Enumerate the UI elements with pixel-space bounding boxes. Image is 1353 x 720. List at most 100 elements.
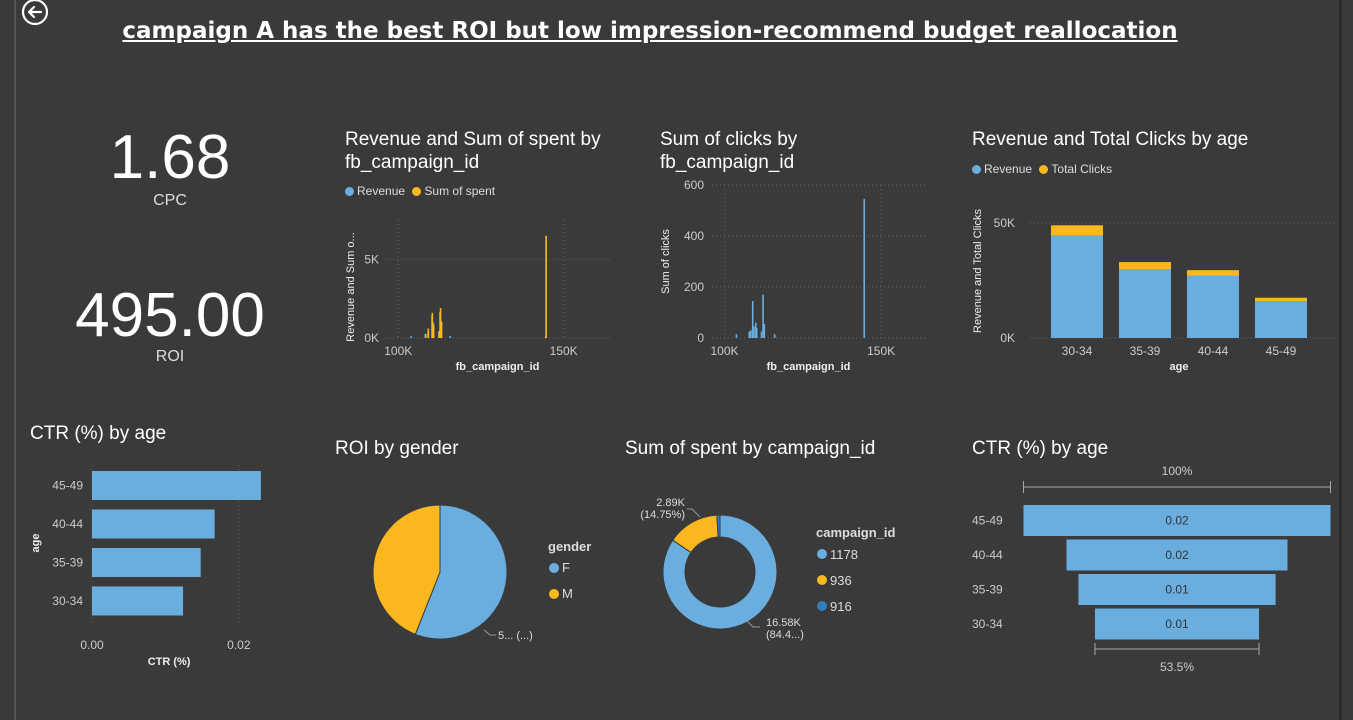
legend-dot bbox=[549, 589, 559, 599]
bar-spent bbox=[432, 324, 435, 338]
y-tick-label: 0K bbox=[1000, 331, 1015, 345]
x-axis-label: CTR (%) bbox=[148, 656, 191, 668]
legend-dot bbox=[817, 601, 827, 611]
legend-revenue-spent: Revenue Sum of spent bbox=[345, 184, 495, 198]
roi-label: ROI bbox=[155, 348, 185, 365]
funnel-top-bracket bbox=[1023, 481, 1331, 493]
bar-clicks bbox=[751, 301, 754, 338]
bar-clicks bbox=[748, 331, 751, 338]
pie-slice-f bbox=[414, 504, 508, 640]
x-tick-label: 45-49 bbox=[1266, 344, 1297, 358]
legend-label: 916 bbox=[830, 599, 852, 614]
back-arrow-icon[interactable] bbox=[20, 0, 50, 28]
legend-label-spent: Sum of spent bbox=[424, 184, 496, 198]
data-label-leader bbox=[746, 620, 760, 628]
bar-revenue bbox=[1255, 301, 1307, 338]
bar-revenue bbox=[410, 336, 412, 338]
bar-spent bbox=[427, 328, 430, 338]
legend-dot bbox=[817, 549, 827, 559]
x-tick-label: 150K bbox=[550, 344, 578, 358]
funnel-bottom-bracket bbox=[1094, 643, 1260, 655]
x-tick-label: 0.00 bbox=[80, 638, 104, 652]
funnel-value-label: 0.01 bbox=[1165, 617, 1189, 631]
bar-clicks bbox=[755, 322, 757, 338]
clicks-chart[interactable]: 0 200 400 600 100K 150K fb_campaign_id Sum of c… bbox=[650, 176, 940, 380]
y-tick-label: 200 bbox=[684, 280, 704, 294]
legend-label-revenue-age: Revenue bbox=[984, 162, 1033, 176]
legend-label: 936 bbox=[830, 573, 852, 588]
x-tick-label: 150K bbox=[867, 344, 895, 358]
y-tick-label: 30-34 bbox=[52, 594, 83, 608]
bar-total-clicks bbox=[1119, 262, 1171, 269]
dashboard-left-border bbox=[14, 0, 16, 720]
x-axis-label: age bbox=[1170, 361, 1189, 373]
dashboard-right-border bbox=[1339, 0, 1342, 720]
legend-label-total-clicks: Total Clicks bbox=[1051, 162, 1113, 176]
funnel-value-label: 0.02 bbox=[1165, 548, 1189, 562]
bar-revenue bbox=[1187, 275, 1239, 338]
y-tick-label: 40-44 bbox=[52, 517, 83, 531]
revenue-clicks-age-chart[interactable]: 0K 50K 30-34 35-39 40-44 45-49 age Revenue and … bbox=[965, 190, 1340, 380]
legend-label-revenue: Revenue bbox=[357, 184, 406, 198]
bar-total-clicks bbox=[1255, 297, 1307, 302]
legend-dot-spent bbox=[412, 187, 422, 196]
bar-spent bbox=[545, 235, 547, 338]
legend-label: 1178 bbox=[830, 547, 858, 562]
roi-gender-pie-chart[interactable]: 5... (...) gender FM bbox=[335, 490, 615, 660]
bar-clicks bbox=[760, 331, 763, 338]
x-axis-label: fb_campaign_id bbox=[456, 361, 540, 373]
legend-dot-revenue bbox=[345, 187, 354, 196]
data-label-leader bbox=[483, 629, 496, 636]
y-axis-label: Revenue and Sum o... bbox=[345, 232, 357, 341]
page-title: campaign A has the best ROI but low impr… bbox=[122, 18, 1178, 44]
bar-ctr bbox=[92, 548, 201, 577]
chart-title-revenue-clicks-age: Revenue and Total Clicks by age bbox=[972, 129, 1249, 150]
legend-title: campaign_id bbox=[816, 525, 896, 540]
donut-slice-1178 bbox=[662, 514, 778, 630]
chart-title-clicks: Sum of clicks by fb_campaign_id bbox=[660, 129, 798, 173]
funnel-bar bbox=[1094, 608, 1260, 640]
roi-value: 495.00 bbox=[75, 281, 265, 350]
funnel-bottom-pct: 53.5% bbox=[1160, 660, 1194, 674]
funnel-top-pct: 100% bbox=[1162, 464, 1193, 478]
funnel-value-label: 0.02 bbox=[1165, 514, 1189, 528]
ctr-funnel-chart[interactable]: 100% 0.02 45-49 0.02 40-44 0.01 35-39 0.01 30-34… bbox=[965, 460, 1340, 685]
chart-title-revenue-spent: Revenue and Sum of spent by fb_campaign_… bbox=[345, 129, 601, 173]
bar-clicks bbox=[762, 294, 764, 338]
x-tick-label: 30-34 bbox=[1062, 344, 1093, 358]
x-tick-label: 100K bbox=[384, 344, 412, 358]
revenue-spent-chart[interactable]: 0K 5K 100K 150K fb_campaign_id Revenue and Su… bbox=[330, 200, 630, 380]
x-tick-label: 0.02 bbox=[227, 638, 251, 652]
data-label: 5... (...) bbox=[498, 630, 533, 642]
bar-clicks bbox=[763, 323, 766, 338]
legend-revenue-clicks: Revenue Total Clicks bbox=[972, 162, 1112, 176]
funnel-bar bbox=[1066, 539, 1288, 571]
bar-revenue bbox=[1119, 269, 1171, 338]
x-tick-label: 40-44 bbox=[1198, 344, 1229, 358]
bar-total-clicks bbox=[1187, 270, 1239, 276]
legend-dot-total-clicks bbox=[1039, 165, 1049, 174]
x-axis-label: fb_campaign_id bbox=[767, 361, 851, 373]
funnel-category-label: 45-49 bbox=[972, 514, 1003, 528]
spent-campaign-donut-chart[interactable]: 2.89K(14.75%) 16.58K(84.4...) campaign_id 1… bbox=[620, 490, 940, 660]
bar-revenue bbox=[449, 335, 451, 338]
bar-clicks bbox=[753, 326, 755, 338]
bar-ctr bbox=[92, 586, 184, 616]
legend-dot bbox=[549, 563, 559, 573]
funnel-category-label: 40-44 bbox=[972, 548, 1003, 562]
bar-clicks bbox=[863, 199, 866, 338]
data-label-leader bbox=[687, 508, 701, 518]
bar-clicks bbox=[773, 334, 776, 338]
cpc-value: 1.68 bbox=[109, 123, 231, 192]
pie-slice-m bbox=[372, 504, 441, 635]
bar-spent bbox=[424, 333, 427, 338]
funnel-bar bbox=[1023, 505, 1331, 536]
funnel-category-label: 30-34 bbox=[972, 617, 1003, 631]
cpc-label: CPC bbox=[153, 192, 187, 209]
funnel-value-label: 0.01 bbox=[1165, 583, 1189, 597]
bar-clicks bbox=[755, 327, 758, 338]
bar-clicks bbox=[735, 334, 738, 338]
ctr-by-age-bar-chart[interactable]: 0.00 0.02 45-49 40-44 35-39 30-34 CTR (%) age bbox=[25, 460, 315, 670]
bar-ctr bbox=[92, 509, 215, 539]
data-label-pct: (14.75%) bbox=[640, 509, 685, 521]
